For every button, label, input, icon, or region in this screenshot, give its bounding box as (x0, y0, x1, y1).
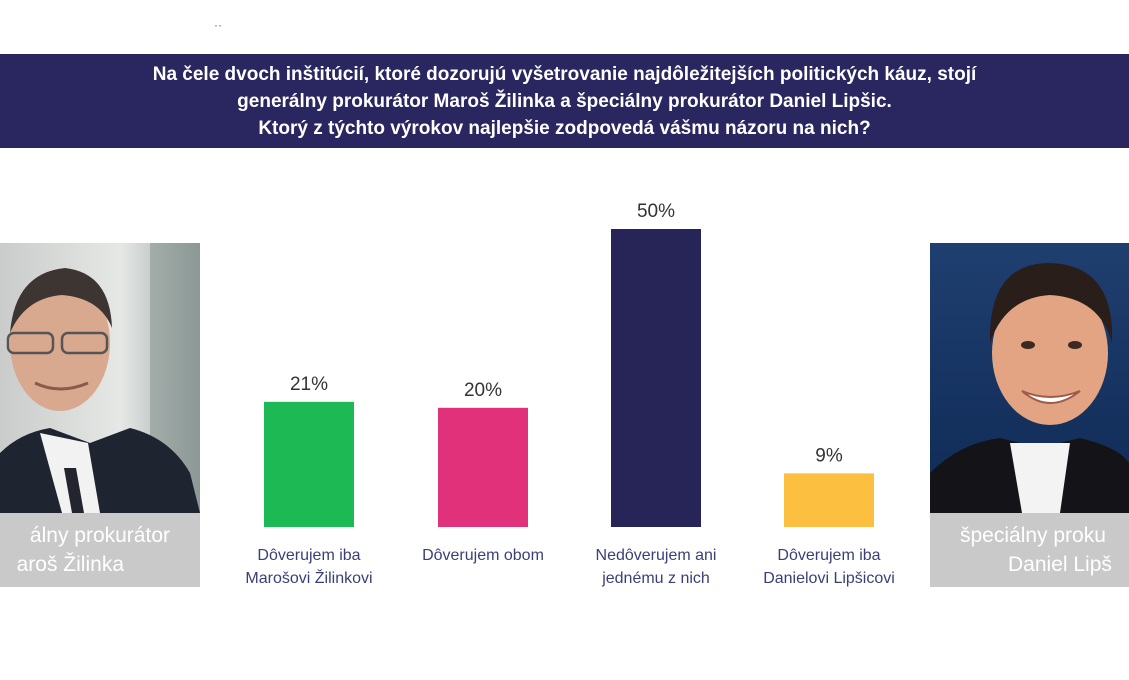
category-label-4-line-1: Dôverujem iba (777, 547, 880, 564)
value-label-1: 21% (290, 374, 328, 395)
category-label-3-line-1: Nedôverujem ani (596, 547, 717, 564)
zilinka-caption-line-2: aroš Žilinka (16, 553, 124, 576)
category-label-1-line-2: Marošovi Žilinkovi (245, 568, 372, 587)
lipsic-caption: špeciálny proku Daniel Lipš (930, 513, 1129, 587)
zilinka-caption: álny prokurátor aroš Žilinka (0, 513, 200, 587)
question-line-1: Na čele dvoch inštitúcií, ktoré dozorujú… (152, 63, 977, 85)
bar-1 (264, 401, 354, 527)
value-label-2: 20% (464, 380, 502, 401)
question-banner: Na čele dvoch inštitúcií, ktoré dozorujú… (0, 54, 1129, 148)
lipsic-photo (930, 243, 1129, 513)
bar-3 (611, 229, 701, 527)
lipsic-caption-line-1: špeciálny proku (960, 524, 1106, 547)
zilinka-caption-line-1: álny prokurátor (29, 524, 170, 547)
category-label-3-line-2: jednému z nich (601, 570, 710, 587)
value-label-4: 9% (815, 445, 843, 466)
question-line-2: generálny prokurátor Maroš Žilinka a špe… (237, 90, 892, 112)
top-mark: ·· (214, 18, 222, 32)
bar-2 (438, 407, 528, 527)
bar-4 (784, 473, 874, 527)
value-label-3: 50% (637, 201, 675, 222)
zilinka-photo (0, 243, 200, 513)
category-label-1-line-1: Dôverujem iba (257, 547, 360, 564)
question-line-3: Ktorý z týchto výrokov najlepšie zodpove… (258, 117, 871, 139)
lipsic-caption-line-2: Daniel Lipš (1008, 553, 1112, 576)
category-label-4-line-2: Danielovi Lipšicovi (763, 570, 895, 587)
category-label-2-line-1: Dôverujem obom (422, 547, 544, 564)
